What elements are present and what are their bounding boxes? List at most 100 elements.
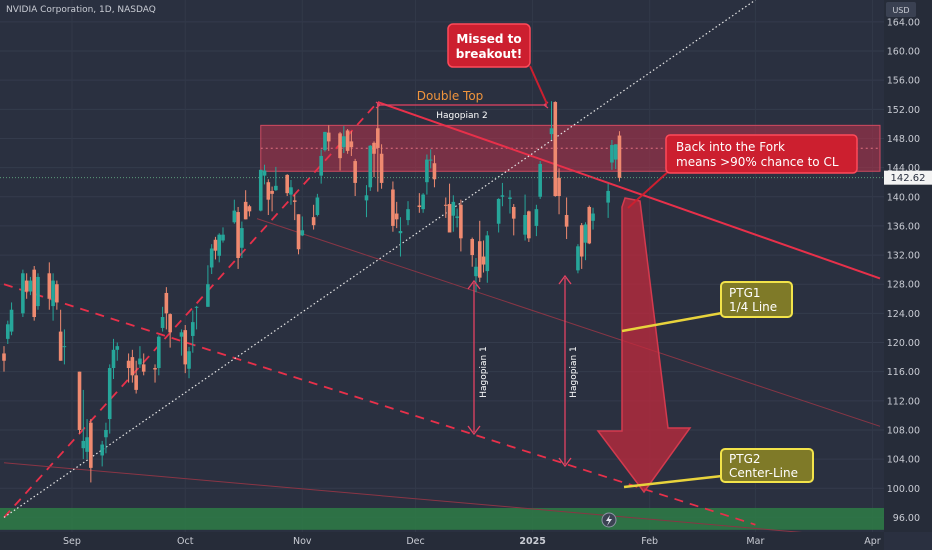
- candle-body: [455, 216, 459, 218]
- candle-body: [311, 217, 316, 226]
- candle-body: [270, 190, 274, 194]
- support-zone: [0, 507, 884, 530]
- y-tick-label: 100.00: [887, 484, 920, 495]
- lower-fork-line-line: [3, 462, 881, 540]
- candle-body: [447, 204, 452, 233]
- candle-body: [391, 189, 395, 226]
- x-tick-label: Feb: [641, 536, 658, 547]
- hagopian1-b-label: Hagopian 1: [569, 346, 579, 398]
- candle-body: [36, 276, 40, 307]
- candle-body: [164, 292, 169, 314]
- candle-body: [315, 197, 320, 215]
- candle-body: [549, 128, 554, 135]
- candle-body: [579, 225, 584, 257]
- y-tick-label: 136.00: [887, 221, 920, 232]
- candle-body: [398, 231, 403, 234]
- candle-body: [583, 224, 588, 243]
- candle-body: [153, 368, 157, 370]
- candle-body: [323, 131, 327, 151]
- candle-body: [243, 201, 248, 220]
- pitchfork-lines: [0, 0, 884, 540]
- currency-label: USD: [892, 6, 909, 15]
- symbol-title: NVIDIA Corporation, 1D, NASDAQ: [6, 5, 156, 15]
- candle-body: [285, 174, 289, 194]
- candle-body: [58, 331, 63, 361]
- hagopian1-a-label: Hagopian 1: [479, 346, 489, 398]
- candle-body: [168, 314, 172, 333]
- candle-body: [130, 357, 135, 376]
- x-tick-label: Mar: [746, 536, 764, 547]
- candles: [2, 101, 622, 483]
- y-tick-label: 104.00: [887, 455, 920, 466]
- candle-body: [85, 437, 89, 452]
- center-line-line: [3, 283, 756, 526]
- candle-body: [511, 206, 516, 219]
- missed-breakout-line2: breakout!: [456, 47, 522, 61]
- candle-body: [115, 346, 120, 350]
- candle-body: [477, 241, 482, 278]
- candle-body: [240, 228, 244, 248]
- candle-body: [187, 351, 191, 369]
- y-tick-label: 132.00: [887, 251, 920, 262]
- ptg2-line2: Center-Line: [729, 466, 798, 480]
- y-tick-label: 152.00: [887, 105, 920, 116]
- candle-body: [206, 284, 210, 307]
- candle-body: [459, 204, 463, 239]
- candle-body: [534, 209, 539, 226]
- candle-body: [289, 187, 293, 195]
- candle-body: [9, 309, 14, 332]
- candle-body: [262, 170, 267, 176]
- y-tick-label: 124.00: [887, 309, 920, 320]
- candle-body: [587, 206, 592, 244]
- candle-body: [610, 145, 614, 163]
- time-axis: [0, 532, 884, 550]
- fork-upper-line: [377, 101, 881, 280]
- currency-badge[interactable]: [886, 2, 916, 17]
- candle-body: [496, 198, 501, 224]
- candle-body: [425, 159, 429, 183]
- y-tick-label: 156.00: [887, 76, 920, 87]
- candle-body: [349, 141, 354, 148]
- candle-body: [617, 135, 622, 178]
- candle-body: [274, 185, 278, 191]
- missed-breakout-callout: [447, 23, 531, 68]
- candle-body: [613, 144, 618, 160]
- candle-body: [107, 368, 112, 420]
- candle-body: [376, 128, 380, 148]
- price-axis: [884, 0, 932, 532]
- candle-body: [183, 330, 188, 365]
- candle-body: [372, 142, 376, 154]
- candle-body: [417, 205, 422, 207]
- x-tick-label: Oct: [177, 536, 194, 547]
- candle-body: [527, 211, 531, 239]
- candle-body: [32, 269, 37, 318]
- candle-body: [557, 177, 561, 197]
- ptg2-callout: [720, 448, 814, 483]
- x-tick-label: Dec: [406, 536, 424, 547]
- candle-body: [432, 163, 437, 180]
- grid: [0, 21, 884, 518]
- ptg1-line1: PTG1: [729, 286, 761, 300]
- candle-body: [258, 169, 263, 211]
- candle-body: [217, 234, 222, 256]
- candle-body: [428, 159, 433, 161]
- candle-body: [190, 322, 195, 336]
- candle-body: [21, 273, 25, 314]
- candle-body: [326, 132, 331, 142]
- candle-body: [47, 273, 52, 299]
- candle-body: [126, 360, 131, 369]
- candle-body: [160, 317, 165, 328]
- candle-body: [51, 280, 55, 307]
- fork-lower-line: [3, 101, 379, 519]
- candle-body: [451, 201, 456, 216]
- candle-body: [564, 214, 569, 227]
- candle-body: [89, 422, 93, 468]
- candle-body: [338, 133, 342, 159]
- x-tick-label: Apr: [864, 536, 881, 547]
- candle-body: [111, 349, 116, 369]
- candle-body: [406, 209, 410, 221]
- y-tick-label: 148.00: [887, 134, 920, 145]
- fork-callout-line1: Back into the Fork: [676, 140, 785, 154]
- price-axis-ticks: 96.00 100.00 104.00 108.00 112.00 116.00 120.0…: [887, 17, 920, 524]
